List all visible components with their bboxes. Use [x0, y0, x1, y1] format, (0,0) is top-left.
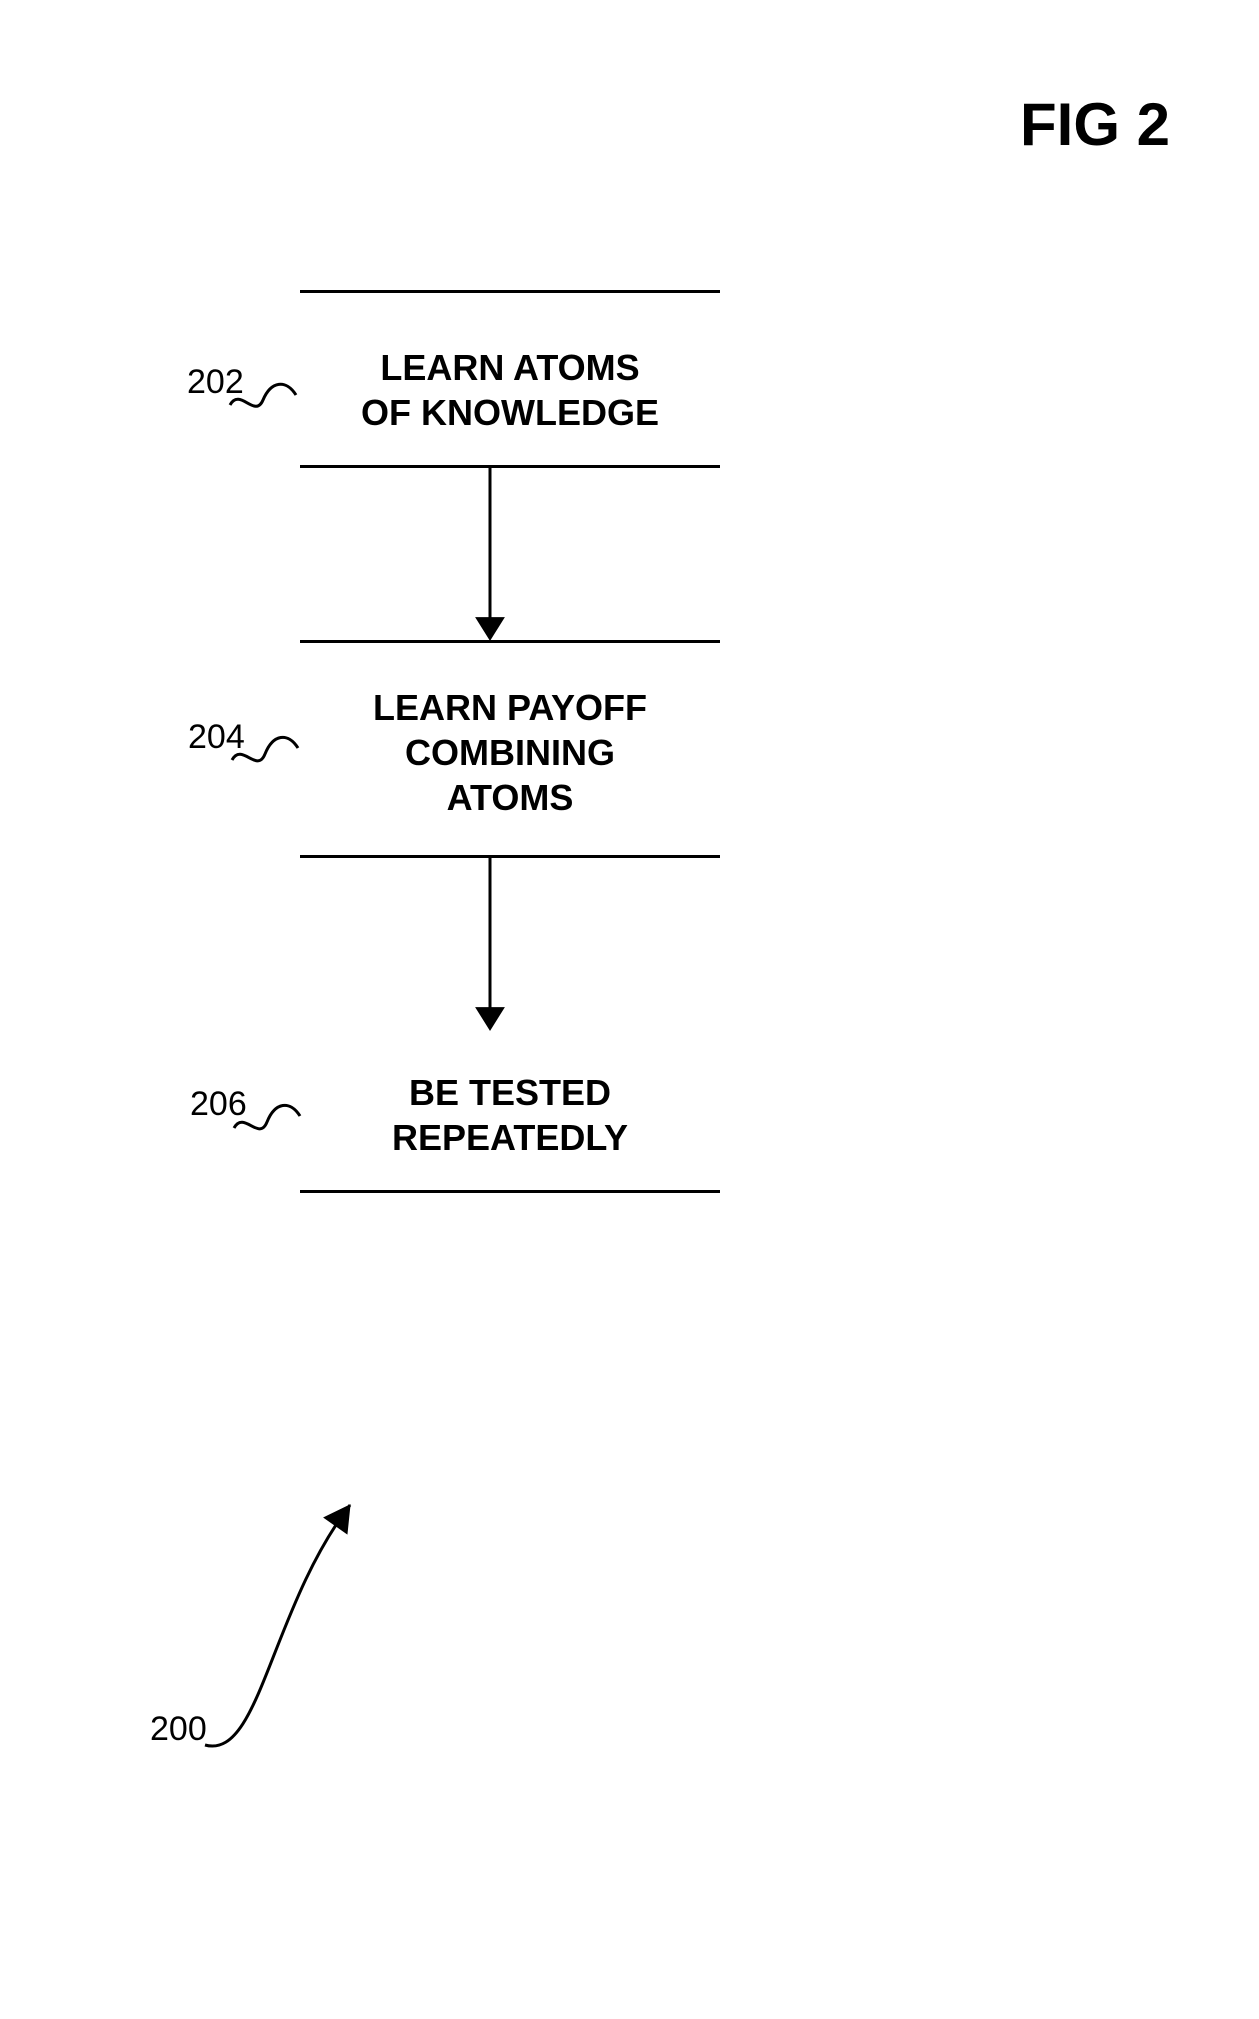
step-202-top-rule	[300, 290, 720, 293]
step-204-label: LEARN PAYOFF COMBINING ATOMS	[300, 685, 720, 820]
step-204-bottom-rule	[300, 855, 720, 858]
step-206-bottom-rule	[300, 1190, 720, 1193]
step-202-ref: 202	[187, 363, 244, 402]
step-206-label: BE TESTED REPEATEDLY	[300, 1070, 720, 1160]
step-204-top-rule	[300, 640, 720, 643]
diagram-ref-200: 200	[150, 1710, 207, 1749]
step-204-ref: 204	[188, 718, 245, 757]
figure-title: FIG 2	[1020, 90, 1170, 159]
step-202-bottom-rule	[300, 465, 720, 468]
step-202-label: LEARN ATOMS OF KNOWLEDGE	[300, 345, 720, 435]
step-206-ref: 206	[190, 1085, 247, 1124]
